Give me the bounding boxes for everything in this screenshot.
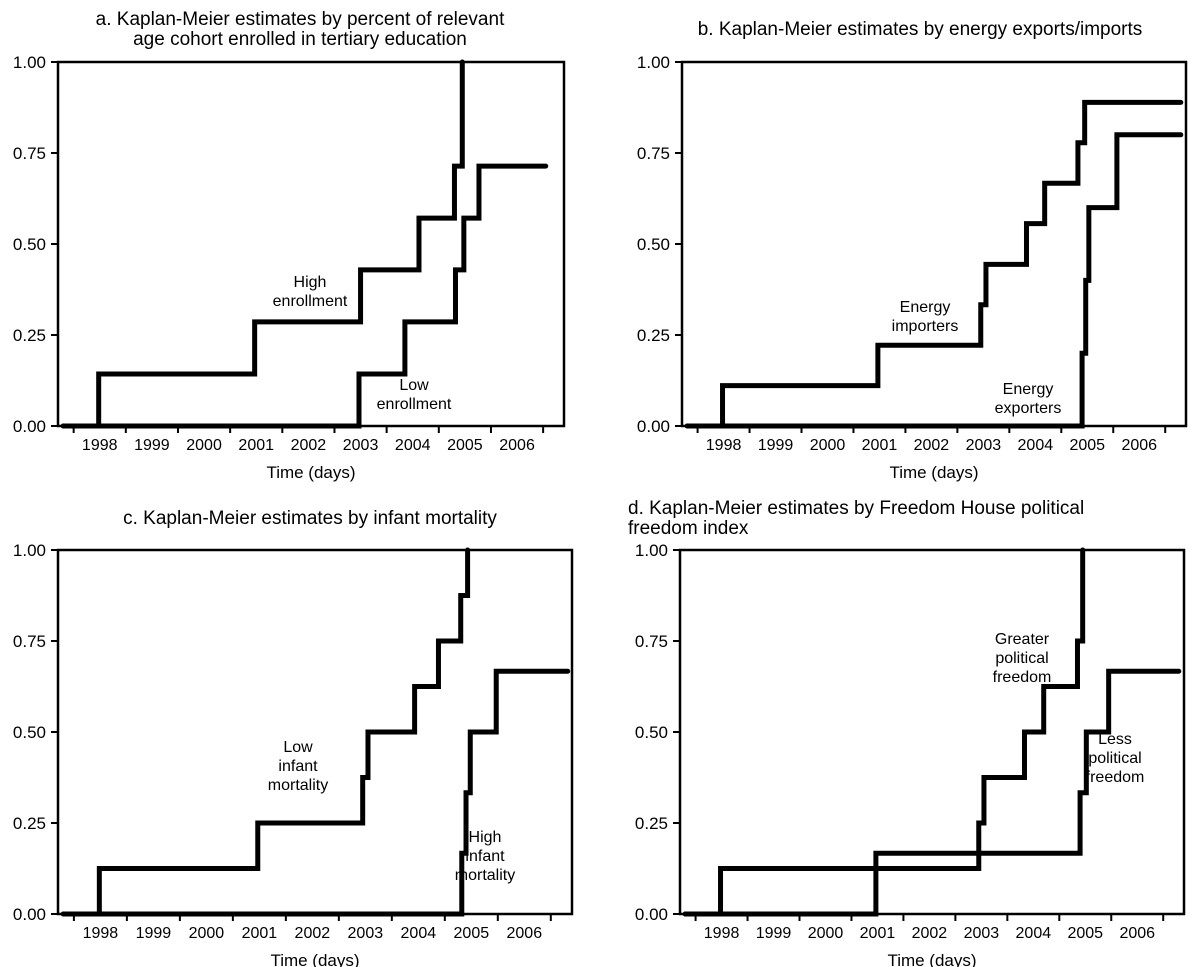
x-tick-label: 1998 — [704, 925, 740, 942]
series-label-1: Greater political freedom — [993, 631, 1052, 686]
chart-title: d. Kaplan-Meier estimates by Freedom Hou… — [628, 498, 1085, 539]
y-tick-label: 0.75 — [637, 144, 670, 163]
y-tick-label: 0.00 — [13, 905, 46, 924]
x-tick-label: 2002 — [295, 925, 331, 942]
x-tick-label: 2005 — [1067, 925, 1103, 942]
chart-panel-d: d. Kaplan-Meier estimates by Freedom Hou… — [610, 484, 1194, 967]
series-line-1 — [684, 99, 1184, 429]
y-tick-label: 1.00 — [13, 53, 46, 72]
x-tick-label: 1998 — [82, 437, 118, 454]
x-tick-label: 1999 — [136, 925, 172, 942]
x-tick-label: 1999 — [756, 925, 792, 942]
x-tick-label: 2002 — [914, 437, 950, 454]
y-tick-label: 0.50 — [13, 235, 46, 254]
series-label-1: High enrollment — [273, 274, 348, 310]
x-tick-label: 2004 — [395, 437, 431, 454]
y-tick-label: 0.50 — [13, 723, 46, 742]
y-tick-label: 0.00 — [13, 417, 46, 436]
x-tick-label: 2000 — [808, 925, 844, 942]
x-tick-label: 2005 — [447, 437, 483, 454]
chart-title: a. Kaplan-Meier estimates by percent of … — [95, 9, 505, 50]
x-axis-label: Time (days) — [889, 463, 978, 482]
series-label-2: Less political freedom — [1086, 731, 1145, 786]
chart-title: b. Kaplan-Meier estimates by energy expo… — [697, 19, 1143, 40]
x-tick-label: 2006 — [1121, 437, 1157, 454]
series-label-2: High infant mortality — [455, 829, 515, 884]
y-tick-label: 0.75 — [13, 144, 46, 163]
series-label-1: Low infant mortality — [268, 739, 328, 794]
x-tick-label: 1999 — [758, 437, 794, 454]
chart-panel-c: c. Kaplan-Meier estimates by infant mort… — [0, 484, 600, 967]
y-tick-label: 0.00 — [637, 417, 670, 436]
y-tick-label: 1.00 — [637, 53, 670, 72]
x-tick-label: 2006 — [1119, 925, 1155, 942]
x-tick-label: 1998 — [83, 925, 119, 942]
y-tick-label: 0.25 — [13, 814, 46, 833]
plot-frame — [680, 60, 1188, 428]
chart-svg: 0.00 0.25 0.50 0.75 1.00 1998 1999 2000 2001 2002… — [13, 541, 574, 967]
y-tick-label: 0.50 — [637, 235, 670, 254]
series-label-1: Energy importers — [892, 299, 959, 335]
chart-title: c. Kaplan-Meier estimates by infant mort… — [123, 508, 497, 529]
chart-svg: 0.00 0.25 0.50 0.75 1.00 1998 1999 2000 2001 2002… — [13, 53, 566, 482]
x-tick-label: 2003 — [964, 925, 1000, 942]
x-tick-label: 2004 — [1018, 437, 1054, 454]
series-line-2 — [684, 132, 1184, 429]
series-line-1 — [60, 59, 465, 429]
x-tick-label: 2001 — [862, 437, 898, 454]
y-tick-label: 1.00 — [635, 541, 668, 560]
x-tick-label: 1999 — [134, 437, 170, 454]
x-axis-label: Time (days) — [266, 463, 355, 482]
series-label-2: Energy exporters — [995, 381, 1062, 417]
x-tick-label: 2001 — [242, 925, 278, 942]
series-line-1 — [682, 547, 1086, 917]
y-tick-label: 0.75 — [635, 632, 668, 651]
x-tick-label: 2003 — [966, 437, 1002, 454]
y-tick-label: 0.00 — [635, 905, 668, 924]
x-tick-label: 2000 — [186, 437, 222, 454]
x-tick-label: 2003 — [343, 437, 379, 454]
chart-panel-b: b. Kaplan-Meier estimates by energy expo… — [610, 0, 1194, 484]
y-tick-label: 0.25 — [13, 326, 46, 345]
y-tick-label: 0.50 — [635, 723, 668, 742]
y-tick-label: 0.25 — [637, 326, 670, 345]
x-tick-label: 2002 — [291, 437, 327, 454]
x-tick-label: 2000 — [189, 925, 225, 942]
chart-svg: 0.00 0.25 0.50 0.75 1.00 1998 1999 2000 2001 2002… — [635, 541, 1186, 967]
series-line-2 — [682, 668, 1182, 917]
y-tick-label: 1.00 — [13, 541, 46, 560]
x-tick-label: 2001 — [238, 437, 274, 454]
chart-panel-a: a. Kaplan-Meier estimates by percent of … — [0, 0, 600, 484]
series-line-2 — [60, 668, 571, 917]
y-tick-label: 0.75 — [13, 632, 46, 651]
x-tick-label: 2006 — [507, 925, 543, 942]
x-tick-label: 2004 — [401, 925, 437, 942]
x-tick-label: 2004 — [1016, 925, 1052, 942]
plot-frame — [56, 60, 566, 428]
x-tick-label: 1998 — [706, 437, 742, 454]
y-tick-label: 0.25 — [635, 814, 668, 833]
x-tick-label: 2000 — [810, 437, 846, 454]
x-tick-label: 2006 — [499, 437, 535, 454]
x-tick-label: 2005 — [1069, 437, 1105, 454]
x-axis-label: Time (days) — [887, 951, 976, 967]
x-tick-label: 2003 — [348, 925, 384, 942]
x-tick-label: 2001 — [860, 925, 896, 942]
x-axis-label: Time (days) — [270, 951, 359, 967]
x-tick-label: 2005 — [454, 925, 490, 942]
series-label-2: Low enrollment — [377, 377, 452, 413]
series-line-1 — [60, 547, 471, 917]
chart-svg: 0.00 0.25 0.50 0.75 1.00 1998 1999 2000 2001 2002… — [637, 53, 1188, 482]
x-tick-label: 2002 — [912, 925, 948, 942]
series-line-2 — [60, 163, 549, 429]
